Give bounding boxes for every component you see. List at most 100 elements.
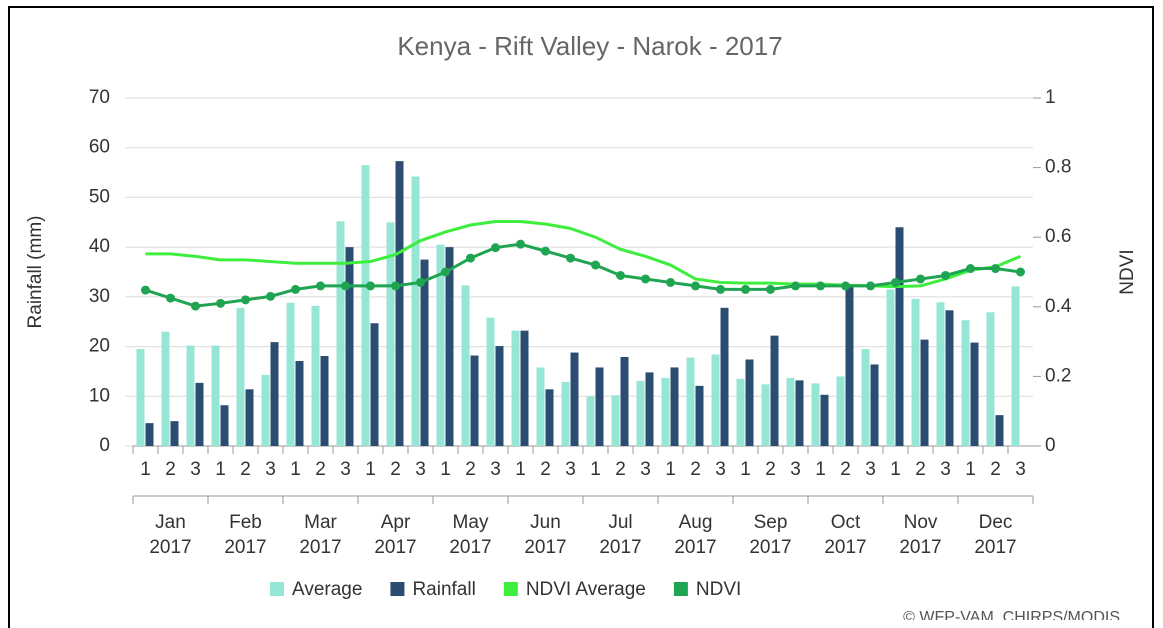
line-marker: [1016, 267, 1025, 277]
bar: [795, 380, 804, 446]
year-label: 2017: [599, 537, 641, 558]
line-marker: [866, 281, 875, 291]
bar: [461, 285, 470, 446]
x-tick-label: 1: [215, 459, 226, 480]
bar: [270, 342, 279, 446]
line-marker: [366, 281, 375, 291]
y-tick-label: 30: [89, 286, 110, 307]
x-tick-label: 3: [565, 459, 576, 480]
line-marker: [416, 277, 425, 287]
bar: [645, 372, 654, 446]
bar: [436, 244, 445, 446]
bar: [336, 221, 345, 446]
bar: [961, 320, 970, 446]
bar: [186, 345, 195, 446]
x-tick-label: 1: [440, 459, 451, 480]
y-tick-label: 20: [89, 336, 110, 357]
x-tick-label: 1: [890, 459, 901, 480]
x-tick-label: 2: [315, 459, 326, 480]
x-tick-label: 3: [790, 459, 801, 480]
bar: [911, 298, 920, 446]
bar: [486, 317, 495, 446]
y2-axis-title: NDVI: [1117, 249, 1138, 294]
bar: [986, 312, 995, 446]
line-marker: [891, 277, 900, 287]
line-marker: [666, 277, 675, 287]
x-tick-label: 1: [140, 459, 151, 480]
bar: [811, 383, 820, 446]
bar: [920, 339, 929, 446]
x-tick-label: 3: [490, 459, 501, 480]
x-tick-label: 3: [1015, 459, 1026, 480]
bar: [595, 367, 604, 446]
month-label: Jun: [530, 512, 561, 533]
month-label: Sep: [754, 512, 788, 533]
line-marker: [166, 293, 175, 303]
bar: [286, 302, 295, 446]
bar: [761, 384, 770, 446]
bar: [736, 378, 745, 446]
y-tick-label: 0: [99, 435, 110, 456]
x-tick-label: 2: [615, 459, 626, 480]
y2-tick-label: 0.6: [1045, 226, 1071, 247]
month-label: May: [453, 512, 489, 533]
bar: [720, 307, 729, 446]
bar: [320, 356, 329, 446]
y-axis-title: Rainfall (mm): [25, 216, 46, 329]
x-tick-label: 2: [165, 459, 176, 480]
line-marker: [316, 281, 325, 291]
bar: [561, 381, 570, 446]
month-label: Jan: [155, 512, 186, 533]
bar: [895, 227, 904, 446]
bar: [386, 222, 395, 446]
bar: [245, 389, 254, 446]
bar: [745, 359, 754, 446]
bar: [495, 346, 504, 446]
legend-swatch: [673, 582, 688, 596]
bar: [445, 247, 454, 446]
line-marker: [541, 246, 550, 256]
year-label: 2017: [449, 537, 491, 558]
x-tick-label: 2: [465, 459, 476, 480]
legend-label: NDVI: [696, 579, 741, 600]
bar: [470, 355, 479, 446]
bar: [411, 176, 420, 446]
bar: [170, 421, 179, 446]
x-tick-label: 1: [365, 459, 376, 480]
line-marker: [441, 267, 450, 277]
year-label: 2017: [149, 537, 191, 558]
bar: [295, 360, 304, 446]
line-marker: [691, 281, 700, 291]
line-marker: [791, 281, 800, 291]
month-label: Aug: [679, 512, 713, 533]
bar: [1011, 286, 1020, 446]
bar: [870, 364, 879, 446]
bar: [845, 284, 854, 446]
line-marker: [591, 260, 600, 270]
x-tick-label: 2: [840, 459, 851, 480]
bar: [545, 389, 554, 446]
bar: [345, 247, 354, 446]
bar: [236, 307, 245, 446]
line-marker: [616, 270, 625, 280]
line-marker: [916, 274, 925, 284]
x-tick-label: 1: [515, 459, 526, 480]
legend-swatch: [390, 582, 405, 596]
bar: [570, 352, 579, 446]
x-tick-label: 3: [640, 459, 651, 480]
bar: [886, 289, 895, 446]
line-marker: [241, 295, 250, 305]
month-label: Mar: [304, 512, 337, 533]
year-label: 2017: [749, 537, 791, 558]
bar: [695, 385, 704, 446]
bar: [536, 367, 545, 446]
year-label: 2017: [674, 537, 716, 558]
line-marker: [291, 284, 300, 294]
x-tick-label: 3: [715, 459, 726, 480]
line-marker: [741, 284, 750, 294]
bar: [995, 415, 1004, 446]
legend-swatch: [270, 582, 284, 596]
x-tick-label: 1: [965, 459, 976, 480]
bar: [661, 377, 670, 446]
x-tick-label: 3: [415, 459, 426, 480]
